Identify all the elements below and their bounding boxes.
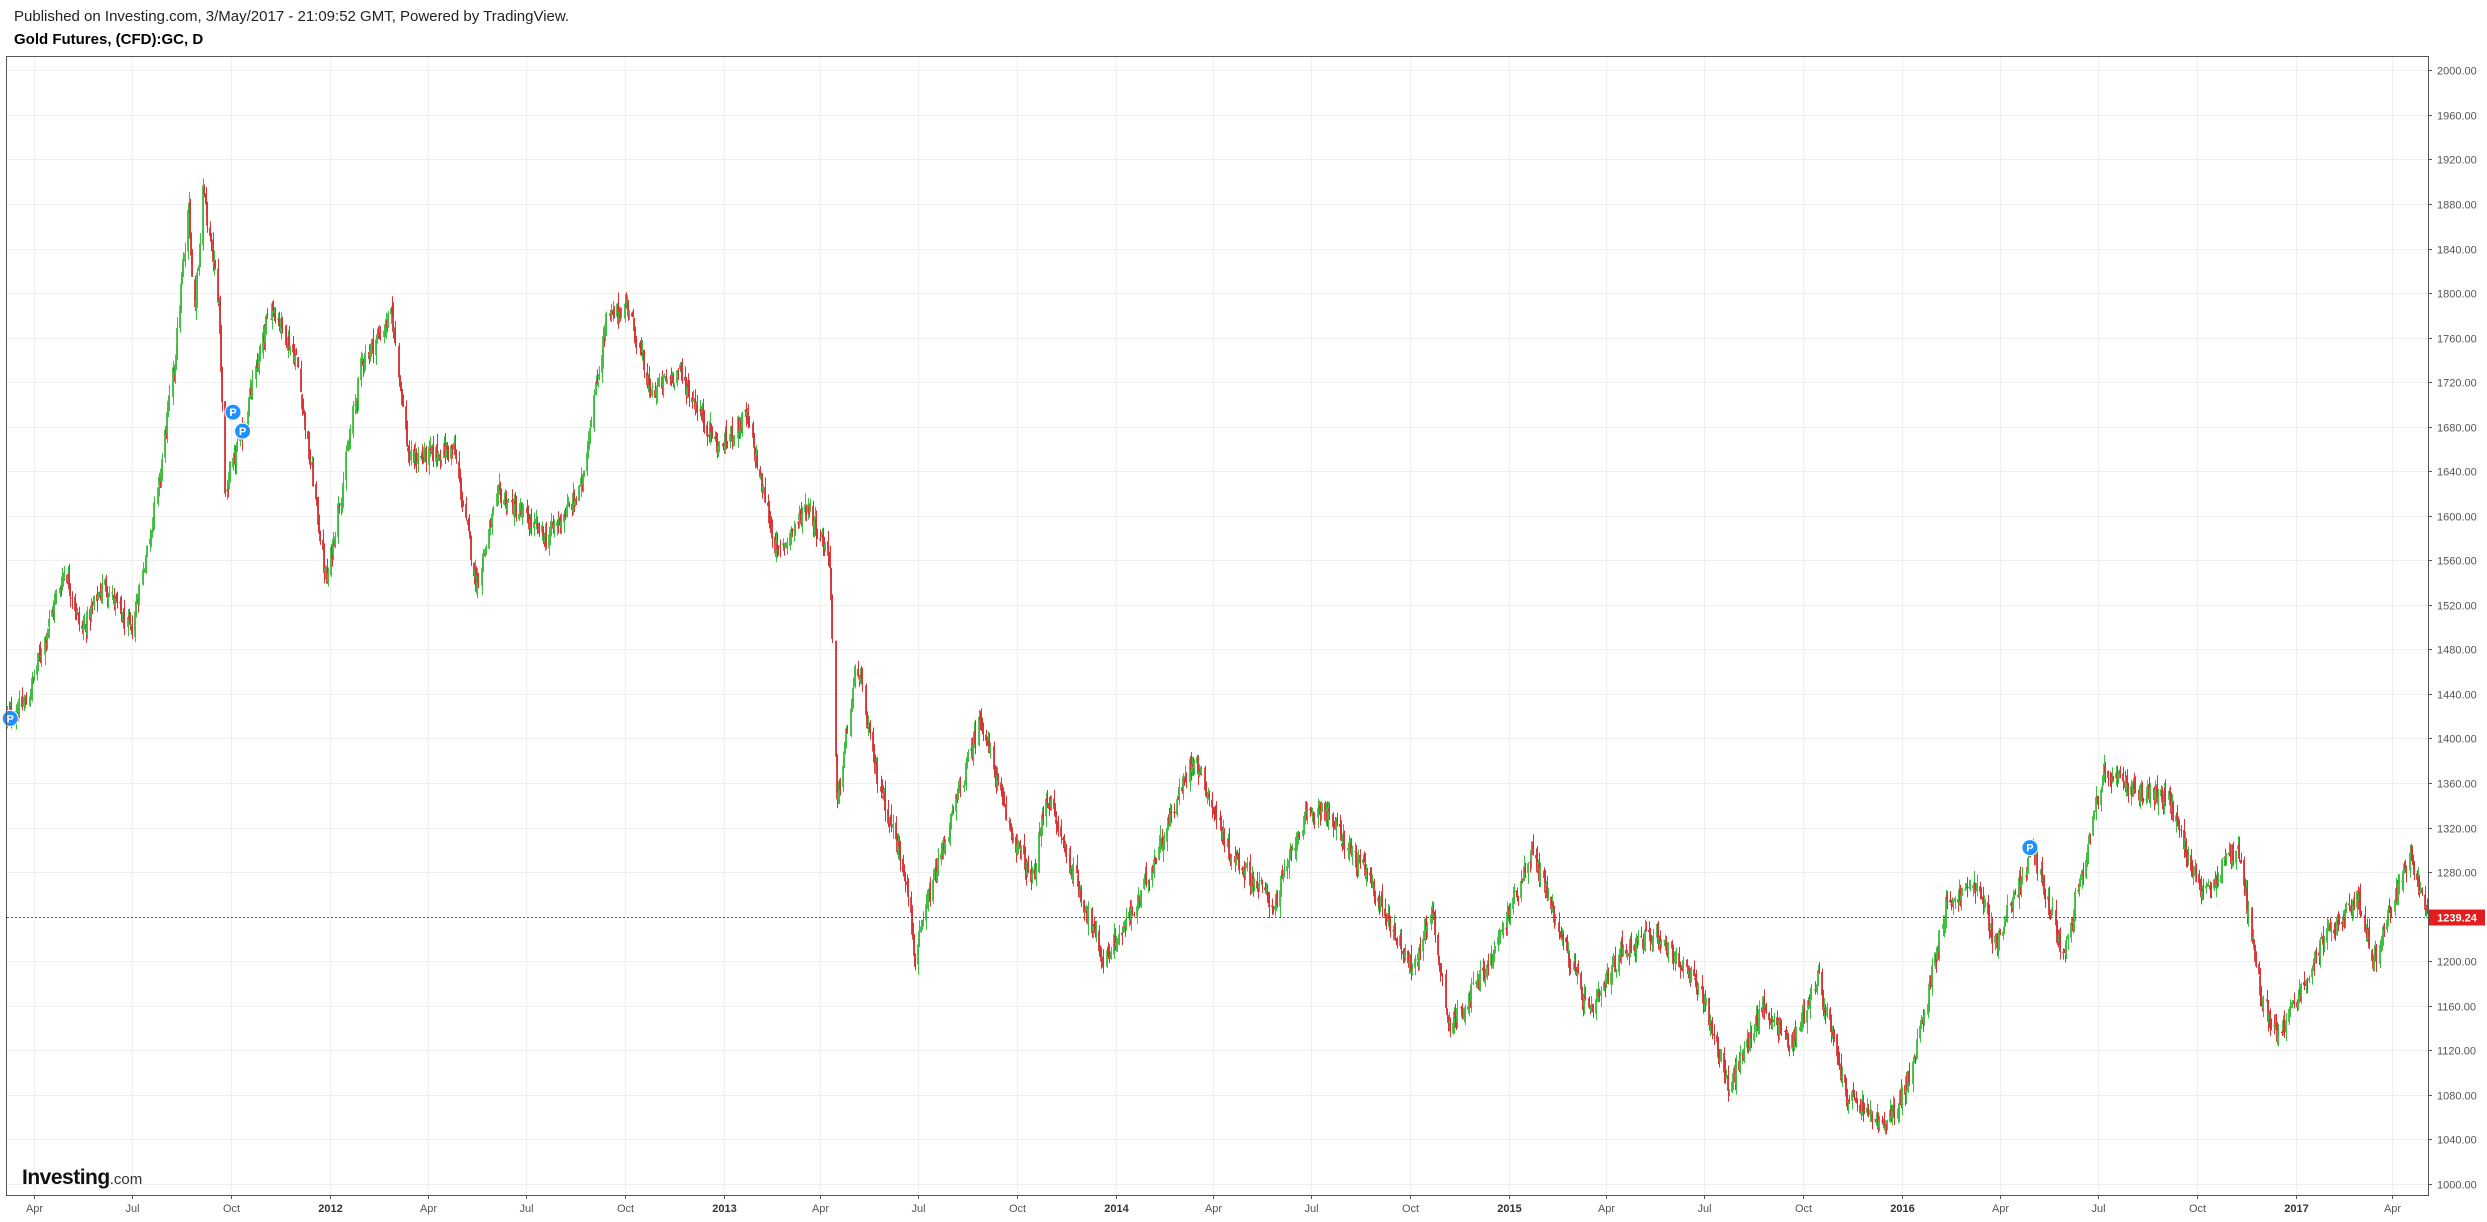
- y-tick-label: 1680.00: [2437, 423, 2477, 435]
- published-info: Published on Investing.com, 3/May/2017 -…: [14, 8, 570, 25]
- plot-frame: [6, 56, 2429, 1196]
- investing-logo: Investing.com: [22, 1166, 142, 1190]
- y-tick-label: 1360.00: [2437, 779, 2477, 791]
- x-tick-label: Jul: [1697, 1203, 1711, 1215]
- marker-badge[interactable]: [2021, 839, 2039, 857]
- y-tick-label: 1600.00: [2437, 512, 2477, 524]
- chart-header: Published on Investing.com, 3/May/2017 -…: [14, 8, 569, 49]
- time-axis[interactable]: Apr Jul Oct 2012 Apr Jul Oct 2013 Apr Jul Oct 2014 A…: [26, 1195, 2401, 1215]
- x-tick-label: 2017: [2284, 1203, 2308, 1215]
- x-tick-label: Apr: [26, 1203, 43, 1215]
- y-tick-label: 1120.00: [2437, 1046, 2476, 1058]
- x-tick-label: Oct: [2189, 1203, 2206, 1215]
- x-tick-label: Jul: [125, 1203, 139, 1215]
- symbol-title: Gold Futures, (CFD):GC, D: [14, 31, 204, 48]
- y-tick-label: 1840.00: [2437, 245, 2477, 257]
- x-tick-label: Jul: [2091, 1203, 2105, 1215]
- marker-label: P: [239, 426, 246, 438]
- y-tick-label: 1400.00: [2437, 734, 2477, 746]
- x-tick-label: Apr: [1992, 1203, 2009, 1215]
- marker-label: P: [2026, 843, 2033, 855]
- y-tick-label: 1440.00: [2437, 690, 2477, 702]
- marker-badge[interactable]: [224, 403, 242, 421]
- y-tick-label: 1880.00: [2437, 200, 2477, 212]
- y-tick-label: 1040.00: [2437, 1135, 2477, 1147]
- x-tick-label: Apr: [1205, 1203, 1222, 1215]
- y-tick-label: 1800.00: [2437, 289, 2477, 301]
- x-tick-label: Apr: [420, 1203, 437, 1215]
- y-tick-label: 1080.00: [2437, 1091, 2477, 1103]
- y-tick-label: 1200.00: [2437, 957, 2477, 969]
- x-tick-label: Apr: [1598, 1203, 1615, 1215]
- candlestick-series: [6, 178, 2429, 1135]
- y-tick-label: 2000.00: [2437, 66, 2477, 78]
- x-tick-label: Oct: [223, 1203, 240, 1215]
- x-tick-label: 2015: [1497, 1203, 1521, 1215]
- x-tick-label: Oct: [1009, 1203, 1026, 1215]
- y-tick-label: 1720.00: [2437, 378, 2477, 390]
- y-tick-label: 1640.00: [2437, 467, 2477, 479]
- y-tick-label: 1920.00: [2437, 155, 2477, 167]
- marker-label: P: [7, 713, 14, 725]
- y-tick-label: 1760.00: [2437, 334, 2477, 346]
- grid-lines: [7, 57, 2428, 1195]
- marker-badge[interactable]: [234, 422, 252, 440]
- x-tick-label: Jul: [911, 1203, 925, 1215]
- y-tick-label: 1320.00: [2437, 824, 2477, 836]
- y-tick-label: 1520.00: [2437, 601, 2477, 613]
- x-tick-label: Jul: [1304, 1203, 1318, 1215]
- y-tick-label: 1560.00: [2437, 556, 2477, 568]
- last-price-label: 1239.24: [2437, 913, 2478, 925]
- x-tick-label: Oct: [1795, 1203, 1812, 1215]
- x-tick-label: 2013: [712, 1203, 736, 1215]
- x-tick-label: Jul: [519, 1203, 533, 1215]
- x-tick-label: Oct: [1402, 1203, 1419, 1215]
- logo-domain: .com: [109, 1171, 143, 1188]
- y-tick-label: 1280.00: [2437, 868, 2477, 880]
- y-tick-label: 1160.00: [2437, 1002, 2476, 1014]
- marker-label: P: [229, 407, 236, 419]
- x-tick-label: 2014: [1104, 1203, 1129, 1215]
- y-tick-label: 1960.00: [2437, 111, 2477, 123]
- x-tick-label: Oct: [617, 1203, 634, 1215]
- x-tick-label: Apr: [2384, 1203, 2401, 1215]
- logo-brand: Investing: [22, 1166, 110, 1189]
- x-tick-label: Apr: [812, 1203, 829, 1215]
- y-tick-label: 1480.00: [2437, 645, 2477, 657]
- x-tick-label: 2016: [1890, 1203, 1914, 1215]
- price-axis[interactable]: 1000.00 1040.00 1080.00 1120.00 1160.00 1200.…: [2428, 66, 2485, 1192]
- x-tick-label: 2012: [318, 1203, 342, 1215]
- y-tick-label: 1000.00: [2437, 1180, 2477, 1192]
- last-price-badge: [2429, 909, 2485, 926]
